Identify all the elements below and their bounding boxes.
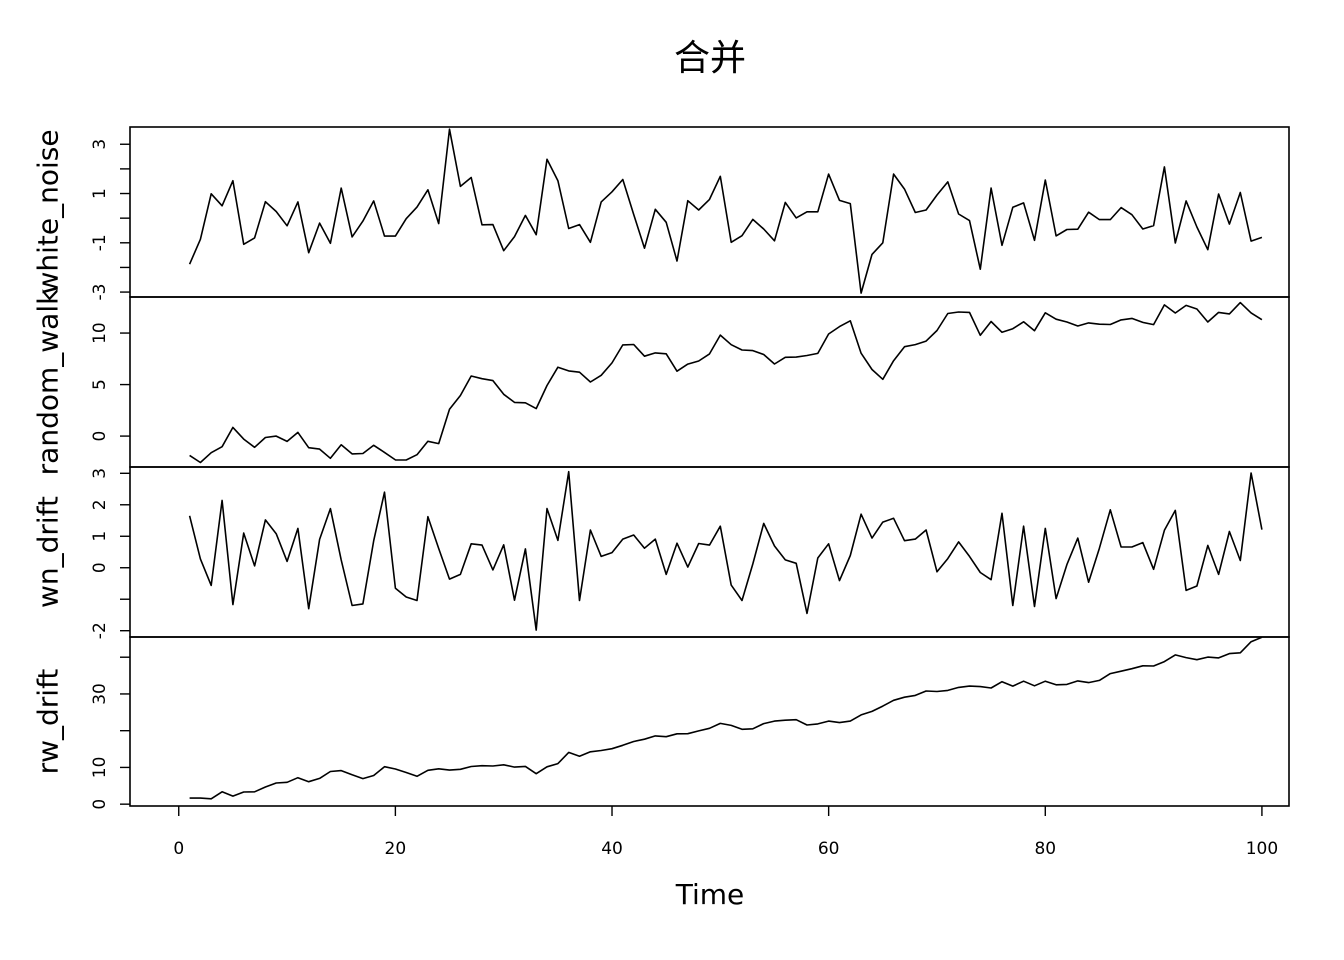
y-tick-label: -3	[90, 284, 110, 301]
series-line-random_walk	[189, 301, 1263, 464]
y-tick-label: 2	[90, 499, 110, 510]
y-axis-title-white_noise: white_noise	[32, 129, 65, 294]
y-tick-label: 3	[90, 139, 110, 150]
panel-wn_drift: -2 0 1 2 3 wn_drift	[32, 466, 1290, 639]
y-tick-label: -2	[90, 622, 110, 639]
chart-title: 合并	[674, 38, 746, 79]
y-tick-label: 3	[90, 468, 110, 479]
y-axis-title-wn_drift: wn_drift	[32, 496, 65, 608]
y-tick-label: 10	[90, 322, 110, 344]
y-axis-title-rw_drift: rw_drift	[32, 669, 65, 775]
x-tick-label: 40	[601, 839, 623, 859]
x-tick-label: 60	[818, 839, 840, 859]
y-tick-label: 5	[90, 379, 110, 390]
panel-random_walk: 0 5 10 random_walk	[32, 288, 1290, 475]
panel-frame	[129, 466, 1290, 638]
y-tick-label: 30	[90, 683, 110, 705]
y-tick-label: 1	[90, 531, 110, 542]
panel-white_noise: -3 -1 1 3 white_noise	[32, 126, 1290, 301]
series-line-wn_drift	[188, 470, 1263, 631]
x-tick-label: 80	[1034, 839, 1056, 859]
y-tick-label: 1	[90, 188, 110, 199]
series-line-rw_drift	[189, 636, 1263, 800]
x-tick-label: 100	[1246, 839, 1278, 859]
x-axis: 0 20 40 60 80 100	[173, 806, 1278, 859]
x-axis-title: Time	[675, 878, 745, 911]
x-tick-label: 20	[385, 839, 407, 859]
panels: -3 -1 1 3 white_noise 0 5 10 random_walk -2 0 1 2 3 wn…	[32, 126, 1290, 810]
y-tick-label: 0	[90, 431, 110, 442]
y-axis-title-random_walk: random_walk	[32, 288, 65, 475]
panel-frame	[129, 126, 1290, 298]
series-line-white_noise	[188, 128, 1263, 294]
y-tick-label: 0	[90, 562, 110, 573]
y-tick-label: -1	[90, 234, 110, 251]
panel-frame	[129, 636, 1290, 807]
x-tick-label: 0	[173, 839, 184, 859]
panel-rw_drift: 0 10 30 rw_drift	[32, 636, 1290, 810]
y-tick-label: 0	[90, 799, 110, 810]
y-tick-label: 10	[90, 757, 110, 779]
